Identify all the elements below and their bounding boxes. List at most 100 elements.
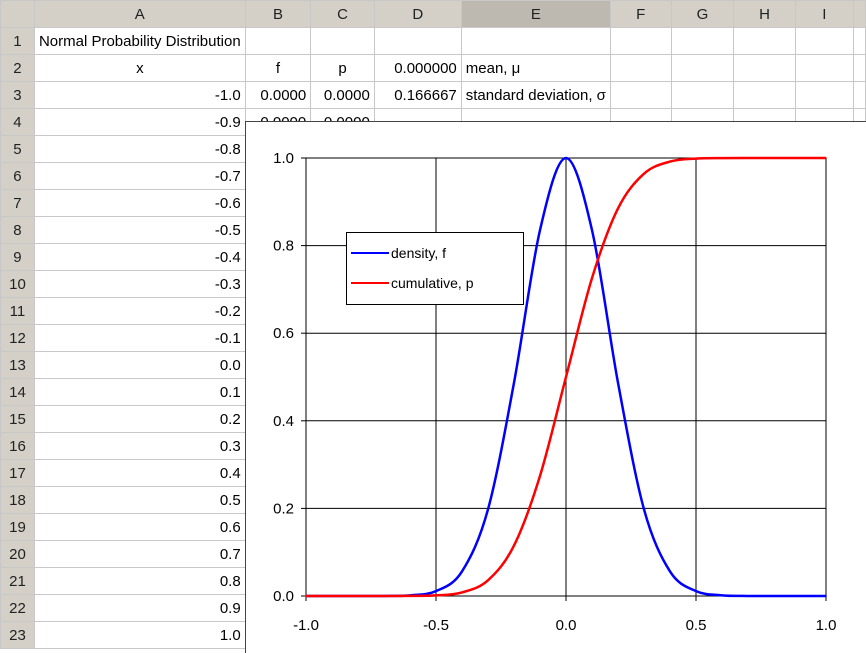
density-data-point: [565, 157, 567, 159]
cell[interactable]: -0.7: [33, 162, 246, 190]
cell[interactable]: x: [33, 54, 246, 82]
density-data-point: [591, 229, 593, 231]
sheet-title-cell[interactable]: Normal Probability Distribution: [33, 27, 246, 55]
cell[interactable]: 1.0: [33, 621, 246, 649]
cell[interactable]: [794, 27, 854, 55]
cell[interactable]: [609, 27, 672, 55]
cell[interactable]: [670, 54, 735, 82]
column-header[interactable]: E: [460, 0, 611, 28]
row-header[interactable]: 3: [0, 81, 35, 109]
cell[interactable]: -0.5: [33, 216, 246, 244]
row-header[interactable]: 20: [0, 540, 35, 568]
cumulative-data-point: [747, 157, 749, 159]
row-header[interactable]: 23: [0, 621, 35, 649]
cell[interactable]: -0.4: [33, 243, 246, 271]
column-header[interactable]: B: [244, 0, 312, 28]
row-header[interactable]: 11: [0, 297, 35, 325]
cell[interactable]: [460, 27, 611, 55]
cell[interactable]: [733, 27, 796, 55]
cell[interactable]: [794, 81, 854, 109]
cell[interactable]: 0.9: [33, 594, 246, 622]
cell[interactable]: 0.0: [33, 351, 246, 379]
cell[interactable]: [733, 81, 796, 109]
cell[interactable]: -1.0: [33, 81, 246, 109]
cell[interactable]: [609, 54, 672, 82]
row-header[interactable]: 9: [0, 243, 35, 271]
cell[interactable]: -0.9: [33, 108, 246, 136]
cell[interactable]: -0.8: [33, 135, 246, 163]
column-header[interactable]: [852, 0, 866, 28]
cell[interactable]: standard deviation, σ: [460, 81, 611, 109]
column-header[interactable]: G: [670, 0, 735, 28]
cell[interactable]: 0.4: [33, 459, 246, 487]
row-header[interactable]: 19: [0, 513, 35, 541]
legend-item-cumulative: cumulative, p: [347, 273, 473, 293]
row-header[interactable]: 12: [0, 324, 35, 352]
density-data-point: [721, 594, 723, 597]
row-header[interactable]: 16: [0, 432, 35, 460]
row-header[interactable]: 18: [0, 486, 35, 514]
cell[interactable]: -0.1: [33, 324, 246, 352]
row-header[interactable]: 21: [0, 567, 35, 595]
column-header[interactable]: [0, 0, 35, 28]
cumulative-data-point: [695, 157, 697, 160]
cell[interactable]: 0.000000: [373, 54, 462, 82]
density-data-point: [799, 595, 801, 597]
density-data-point: [461, 570, 463, 573]
cell[interactable]: [852, 27, 866, 55]
column-header[interactable]: C: [310, 0, 375, 28]
row-header[interactable]: 14: [0, 378, 35, 406]
cell[interactable]: [670, 81, 735, 109]
cell[interactable]: -0.6: [33, 189, 246, 217]
cell[interactable]: 0.166667: [373, 81, 462, 109]
cell[interactable]: [373, 27, 462, 55]
cell[interactable]: 0.6: [33, 513, 246, 541]
sheet-row: 2 x f p 0.000000 mean, μ: [0, 54, 866, 82]
cell[interactable]: 0.0000: [244, 81, 312, 109]
cell[interactable]: [609, 81, 672, 109]
cumulative-data-point: [435, 594, 437, 597]
cell[interactable]: [670, 27, 735, 55]
row-header[interactable]: 5: [0, 135, 35, 163]
cell[interactable]: 0.8: [33, 567, 246, 595]
row-header[interactable]: 10: [0, 270, 35, 298]
row-header[interactable]: 8: [0, 216, 35, 244]
column-header[interactable]: I: [794, 0, 854, 28]
column-header[interactable]: D: [373, 0, 462, 28]
chart-area[interactable]: 0.0 0.2 0.4 0.6 0.8 1.0 -1.0 -0.5 0.0 0.5 1.0 dens…: [245, 121, 866, 653]
cumulative-data-point: [565, 376, 567, 378]
column-header[interactable]: H: [733, 0, 796, 28]
cell[interactable]: [852, 54, 866, 82]
row-header[interactable]: 1: [0, 27, 35, 55]
cell[interactable]: [852, 81, 866, 109]
cell[interactable]: p: [310, 54, 375, 82]
row-header[interactable]: 4: [0, 108, 35, 136]
row-header[interactable]: 15: [0, 405, 35, 433]
cell[interactable]: [794, 54, 854, 82]
column-header[interactable]: F: [609, 0, 672, 28]
cell[interactable]: -0.3: [33, 270, 246, 298]
column-header[interactable]: A: [33, 0, 246, 28]
cell[interactable]: -0.2: [33, 297, 246, 325]
row-header[interactable]: 2: [0, 54, 35, 82]
cell[interactable]: [244, 27, 312, 55]
cell[interactable]: [310, 27, 375, 55]
cell[interactable]: 0.5: [33, 486, 246, 514]
density-data-point: [747, 595, 749, 597]
cell[interactable]: mean, μ: [460, 54, 611, 82]
row-header[interactable]: 13: [0, 351, 35, 379]
cell[interactable]: 0.1: [33, 378, 246, 406]
row-header[interactable]: 6: [0, 162, 35, 190]
cell[interactable]: f: [244, 54, 312, 82]
cell[interactable]: 0.2: [33, 405, 246, 433]
cell[interactable]: [733, 54, 796, 82]
cumulative-data-point: [513, 544, 515, 547]
row-header[interactable]: 7: [0, 189, 35, 217]
row-header[interactable]: 17: [0, 459, 35, 487]
cell[interactable]: 0.3: [33, 432, 246, 460]
cell[interactable]: 0.0000: [310, 81, 375, 109]
row-header[interactable]: 22: [0, 594, 35, 622]
cell[interactable]: 0.7: [33, 540, 246, 568]
chart-legend[interactable]: density, f cumulative, p: [346, 232, 524, 305]
